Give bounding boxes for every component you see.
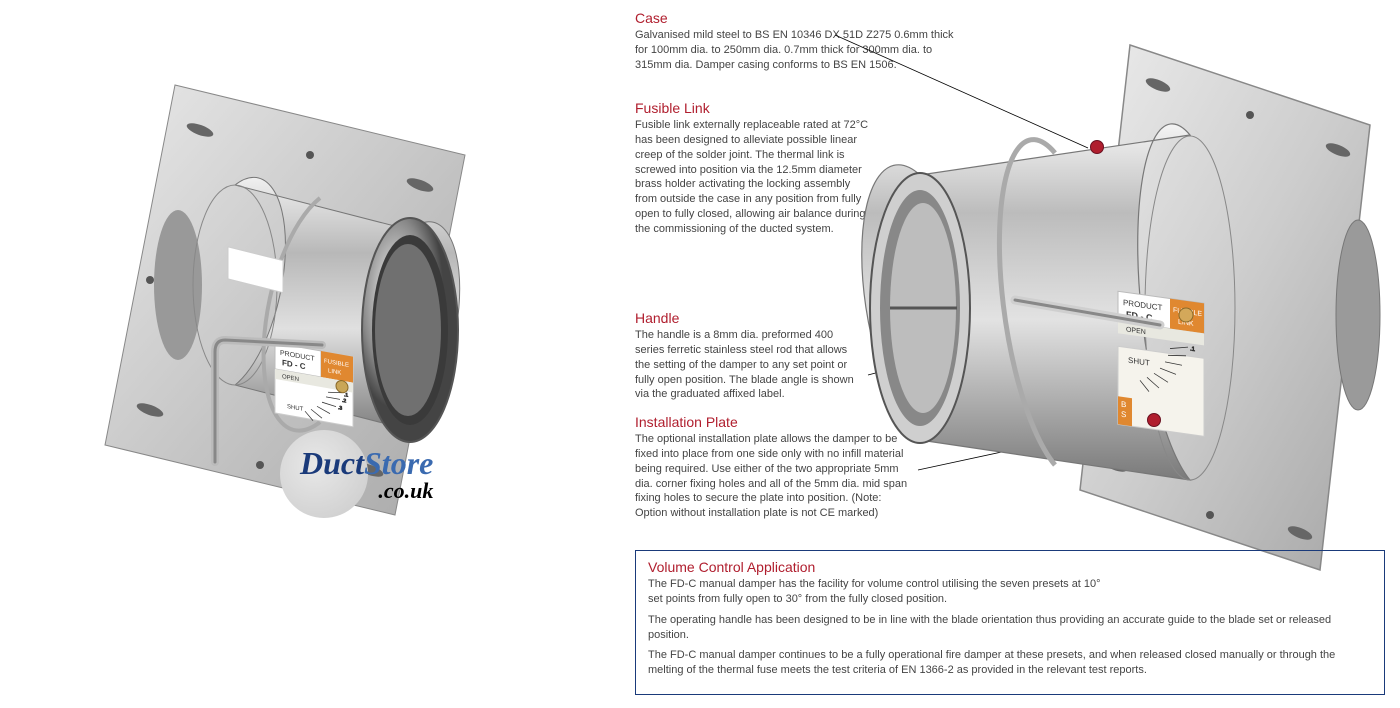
vca-title: Volume Control Application (648, 559, 1372, 575)
fusible-title: Fusible Link (635, 100, 870, 116)
brand-watermark: DuctStore .co.uk (300, 445, 433, 504)
plate-marker (1147, 413, 1161, 427)
case-marker (1090, 140, 1104, 154)
vca-p2: The operating handle has been designed t… (648, 613, 1372, 643)
watermark-part2: Store (364, 445, 433, 481)
vca-p3: The FD-C manual damper continues to be a… (648, 648, 1372, 678)
fusible-body: Fusible link externally replaceable rate… (635, 118, 870, 237)
section-handle: Handle The handle is a 8mm dia. preforme… (635, 310, 865, 412)
handle-title: Handle (635, 310, 865, 326)
watermark-part1: Duct (300, 445, 364, 481)
section-fusible-link: Fusible Link Fusible link externally rep… (635, 100, 870, 247)
volume-control-box: Volume Control Application The FD-C manu… (635, 550, 1385, 695)
damper-diagram: PRODUCT FD - C FUSIBLE LINK OPEN SHUT .1… (860, 25, 1390, 585)
svg-text:B: B (1121, 400, 1126, 410)
handle-body: The handle is a 8mm dia. preformed 400 s… (635, 328, 865, 402)
product-photo-panel: PRODUCT FD - C FUSIBLE LINK OPEN SHUT .1… (0, 30, 620, 590)
svg-text:.3: .3 (338, 405, 342, 412)
watermark-suffix: .co.uk (300, 478, 433, 504)
svg-text:.2: .2 (342, 398, 346, 405)
description-panel: Case Galvanised mild steel to BS EN 1034… (635, 10, 1390, 700)
svg-text:S: S (1121, 410, 1126, 420)
vca-p1: The FD-C manual damper has the facility … (648, 577, 1108, 607)
case-title: Case (635, 10, 955, 26)
svg-text:.1: .1 (1190, 346, 1196, 353)
